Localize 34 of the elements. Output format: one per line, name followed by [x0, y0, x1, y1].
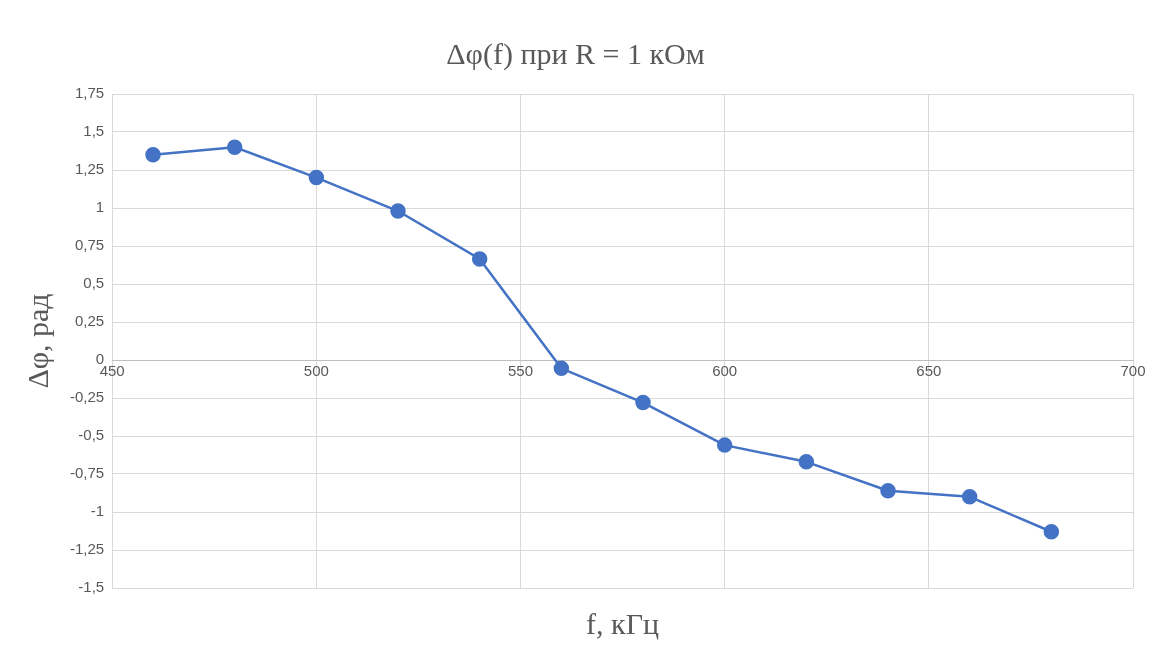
y-tick-label: 1 [95, 198, 105, 216]
y-tick-label: -0,25 [69, 388, 105, 406]
y-tick-label: -0,5 [78, 426, 105, 444]
point [798, 454, 815, 470]
y-tick-label: 0,5 [83, 274, 105, 292]
x-tick-label: 700 [1120, 362, 1146, 380]
y-tick-label: -0,75 [69, 464, 105, 482]
x-tick-label: 650 [916, 362, 942, 380]
y-tick-label: 0,75 [74, 236, 105, 254]
x-tick-label: 550 [508, 362, 534, 380]
x-tick-label: 600 [712, 362, 738, 380]
point [390, 203, 406, 219]
x-tick-label: 500 [303, 362, 329, 380]
y-tick-label: 0 [95, 350, 105, 368]
point [961, 489, 978, 505]
y-tick-label: 1,25 [74, 160, 105, 178]
chart-title: Δφ(f) при R = 1 кОм [446, 36, 705, 71]
y-tick-label: 1,75 [74, 84, 105, 102]
point [226, 139, 243, 155]
y-tick-label: 0,25 [74, 312, 105, 330]
y-tick-label: -1,5 [78, 578, 105, 596]
y-tick-label: -1 [90, 502, 105, 520]
point [716, 437, 733, 453]
point [308, 169, 325, 186]
y-axis-title: Δφ, рад [20, 293, 54, 389]
point [145, 147, 161, 163]
point [635, 394, 651, 411]
y-tick-label: -1,25 [69, 540, 105, 558]
point [471, 251, 488, 267]
point [553, 360, 570, 377]
point [1043, 524, 1060, 540]
y-tick-label: 1,5 [83, 122, 105, 140]
point [880, 482, 896, 499]
x-axis-title: f, кГц [586, 606, 660, 640]
